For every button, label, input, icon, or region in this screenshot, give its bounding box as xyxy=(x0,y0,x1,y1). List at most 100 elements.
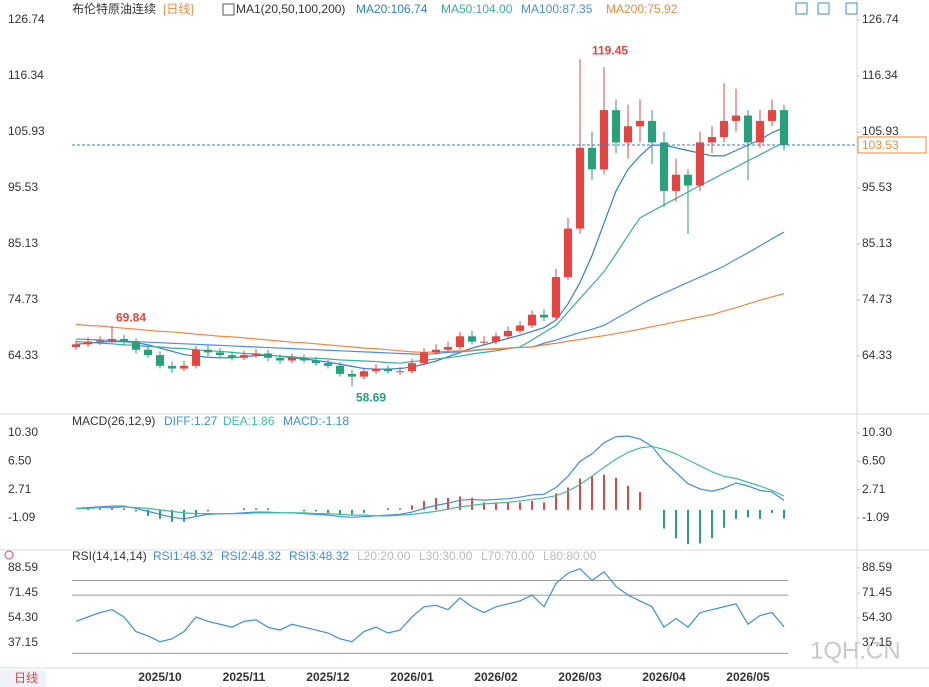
indicator: MA1(20,50,100,200) xyxy=(236,2,345,16)
candle-body xyxy=(120,338,128,342)
candle-body xyxy=(456,336,464,348)
macd-line xyxy=(75,435,785,520)
y-tick-label: 6.50 xyxy=(862,454,886,468)
price-tag-label: 103.53 xyxy=(862,138,899,152)
candle-body xyxy=(552,277,560,318)
period-button[interactable]: 日线 xyxy=(14,671,38,685)
y-tick-label: 6.50 xyxy=(8,454,32,468)
x-tick-label: 2025/10 xyxy=(138,670,182,684)
y-tick-label: 95.53 xyxy=(8,180,38,194)
legend-entry: MACD:-1.18 xyxy=(283,414,349,428)
candle-body xyxy=(528,314,536,326)
candle-body xyxy=(240,355,248,358)
y-tick-label: 116.34 xyxy=(862,68,898,82)
y-tick-label: 126.74 xyxy=(8,12,45,26)
period[interactable]: [日线] xyxy=(163,2,194,16)
moving-average xyxy=(75,231,785,356)
tool-icon[interactable] xyxy=(817,2,830,15)
annotation: 69.84 xyxy=(116,311,146,325)
candle-body xyxy=(276,357,284,361)
candle-body xyxy=(468,336,476,342)
candle-body xyxy=(132,341,140,350)
legend-entry: MA20:106.74 xyxy=(356,2,428,16)
candle-body xyxy=(396,371,404,373)
candle-body xyxy=(156,355,164,366)
candle-body xyxy=(504,330,512,337)
y-tick-label: 105.93 xyxy=(862,124,899,138)
x-tick-label: 2026/02 xyxy=(474,670,518,684)
candle-body xyxy=(372,368,380,372)
macd-title: MACD(26,12,9) xyxy=(72,414,155,428)
indicator-icon[interactable] xyxy=(222,3,235,16)
candle-body xyxy=(288,357,296,361)
x-tick-label: 2026/05 xyxy=(726,670,770,684)
candle-body xyxy=(672,174,680,191)
candle-body xyxy=(516,325,524,331)
y-tick-label: 88.59 xyxy=(862,560,892,574)
candle-body xyxy=(480,341,488,343)
candle-body xyxy=(264,353,272,358)
candle-body xyxy=(144,349,152,356)
legend-entry: MA50:104.00 xyxy=(441,2,513,16)
candle-body xyxy=(252,353,260,356)
toolbar xyxy=(795,2,858,15)
candle-body xyxy=(108,338,116,341)
x-tick-label: 2026/03 xyxy=(558,670,602,684)
candle-body xyxy=(96,340,104,342)
candle-body xyxy=(84,341,92,345)
candle-body xyxy=(660,142,668,191)
price-tag xyxy=(857,136,927,154)
y-tick-label: -1.09 xyxy=(8,510,36,524)
settings-icon[interactable] xyxy=(4,550,14,560)
candle-body xyxy=(300,357,308,361)
chart-title: 布伦特原油连续 xyxy=(72,1,156,16)
candle-body xyxy=(180,365,188,369)
tool-icon[interactable] xyxy=(795,2,808,15)
rsi-title: RSI(14,14,14) xyxy=(72,549,147,563)
tool-icon[interactable] xyxy=(845,2,858,15)
candle-body xyxy=(588,147,596,170)
y-tick-label: 2.71 xyxy=(8,482,32,496)
candle-body xyxy=(612,110,620,143)
candle-body xyxy=(732,115,740,121)
candle-body xyxy=(636,120,644,127)
y-tick-label: 64.33 xyxy=(862,348,892,362)
x-tick-label: 2025/11 xyxy=(223,670,266,684)
legend-entry: MA200:75.92 xyxy=(606,2,678,16)
y-tick-label: 10.30 xyxy=(8,425,38,439)
legend-entry: L20:20.00 xyxy=(357,549,411,563)
y-tick-label: 64.33 xyxy=(8,348,38,362)
candle-body xyxy=(780,110,788,145)
candle-body xyxy=(624,126,632,143)
candle-body xyxy=(384,368,392,372)
candle-body xyxy=(720,120,728,138)
period-button-bg[interactable] xyxy=(0,670,46,687)
candle-body xyxy=(576,147,584,229)
watermark: 1QH.CN xyxy=(810,637,901,664)
legend-entry: MA100:87.35 xyxy=(521,2,593,16)
y-tick-label: 85.13 xyxy=(8,236,38,250)
x-tick-label: 2026/01 xyxy=(390,670,434,684)
y-tick-label: 10.30 xyxy=(862,425,892,439)
candle-body xyxy=(600,110,608,170)
legend-entry: L80:80.00 xyxy=(543,549,597,563)
moving-average xyxy=(75,293,785,354)
candle-body xyxy=(192,349,200,366)
x-tick-label: 2026/04 xyxy=(642,670,686,684)
y-tick-label: 105.93 xyxy=(8,124,45,138)
y-tick-label: 54.30 xyxy=(862,610,892,624)
legend-entry: RSI3:48.32 xyxy=(289,549,349,563)
candle-body xyxy=(696,142,704,186)
candle-body xyxy=(420,352,428,364)
candle-body xyxy=(216,352,224,356)
y-tick-label: 54.30 xyxy=(8,610,38,624)
candle-body xyxy=(336,365,344,374)
y-tick-label: 2.71 xyxy=(862,482,886,496)
y-tick-label: 71.45 xyxy=(8,585,38,599)
legend-entry: DIFF:1.27 xyxy=(164,414,218,428)
candle-body xyxy=(648,120,656,143)
candle-body xyxy=(684,174,692,186)
y-tick-label: 74.73 xyxy=(862,292,892,306)
candle-body xyxy=(324,363,332,366)
